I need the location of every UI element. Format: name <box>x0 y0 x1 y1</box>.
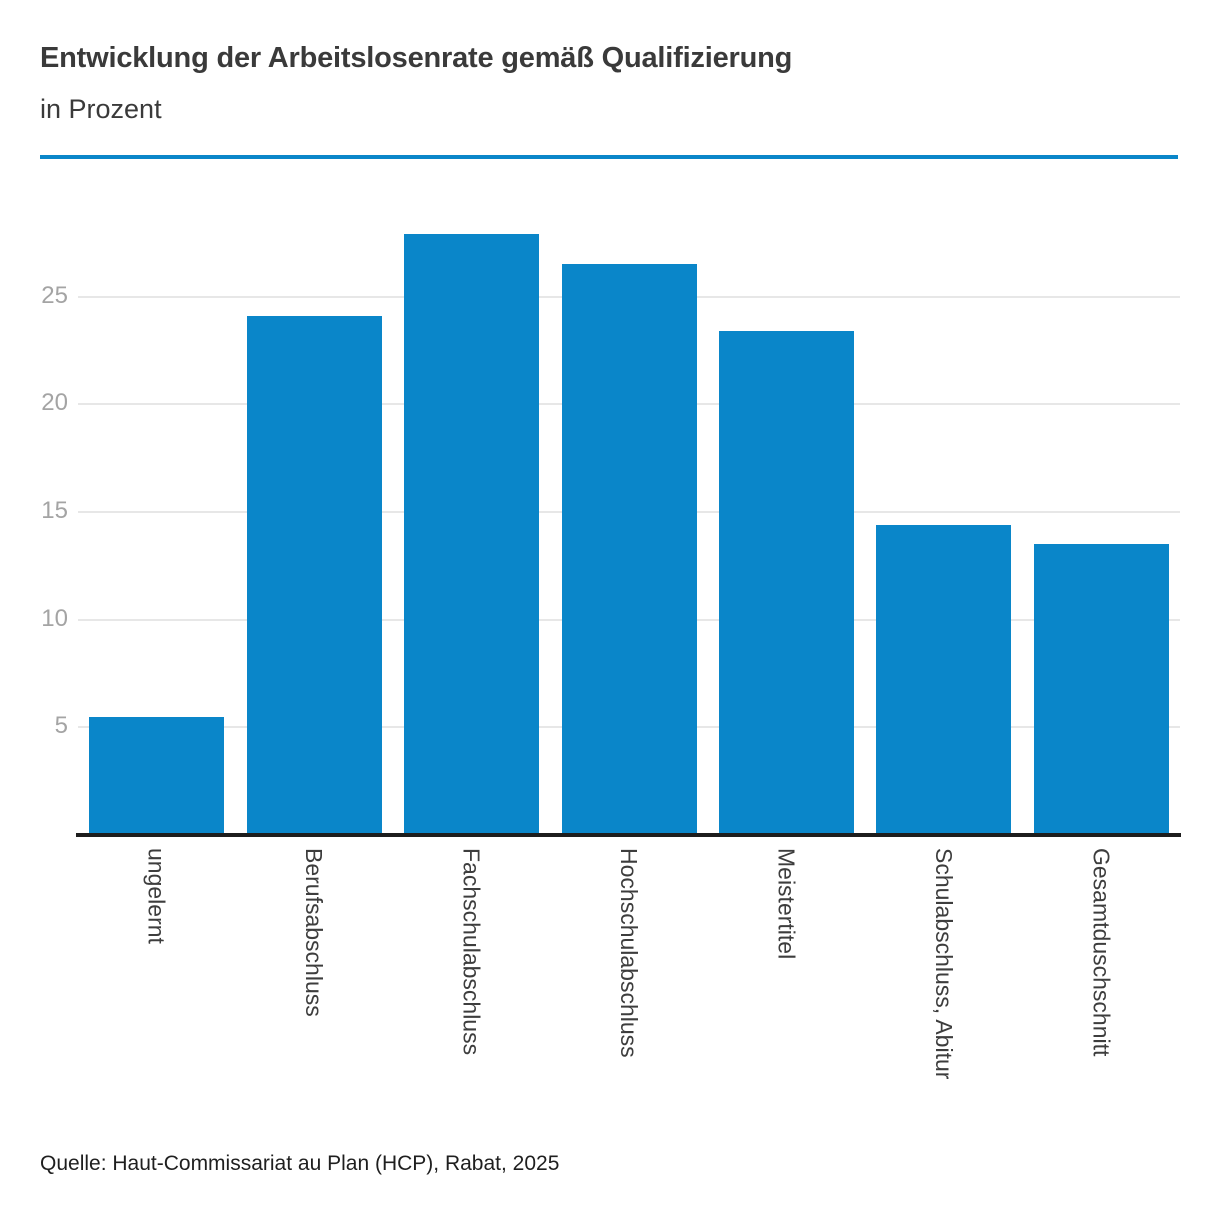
y-tick-label: 20 <box>41 389 68 417</box>
y-tick-label: 15 <box>41 497 68 525</box>
y-tick-label: 5 <box>54 712 68 740</box>
chart-title: Entwicklung der Arbeitslosenrate gemäß Q… <box>40 42 793 74</box>
bar <box>718 331 854 835</box>
bar <box>876 524 1012 835</box>
x-tick-label: Berufsabschluss <box>301 848 328 1017</box>
y-tick-label: 25 <box>41 281 68 309</box>
source-note: Quelle: Haut-Commissariat au Plan (HCP),… <box>40 1152 560 1175</box>
x-tick-label: Gesamtduschschnitt <box>1088 848 1115 1057</box>
bar <box>1033 544 1169 835</box>
x-axis-line <box>76 833 1181 837</box>
x-tick-label: Meistertitel <box>773 848 800 960</box>
x-tick-label: ungelernt <box>143 848 170 944</box>
bar <box>404 234 540 835</box>
y-tick-label: 10 <box>41 604 68 632</box>
chart-subtitle: in Prozent <box>40 94 162 124</box>
x-tick-label: Fachschulabschluss <box>458 848 485 1056</box>
x-tick-label: Hochschulabschluss <box>616 848 642 1058</box>
bar <box>246 316 382 835</box>
bar <box>561 264 697 835</box>
x-tick-label: Schulabschluss, Abitur <box>930 848 957 1080</box>
accent-divider-line <box>40 155 1178 159</box>
bar <box>89 716 225 835</box>
